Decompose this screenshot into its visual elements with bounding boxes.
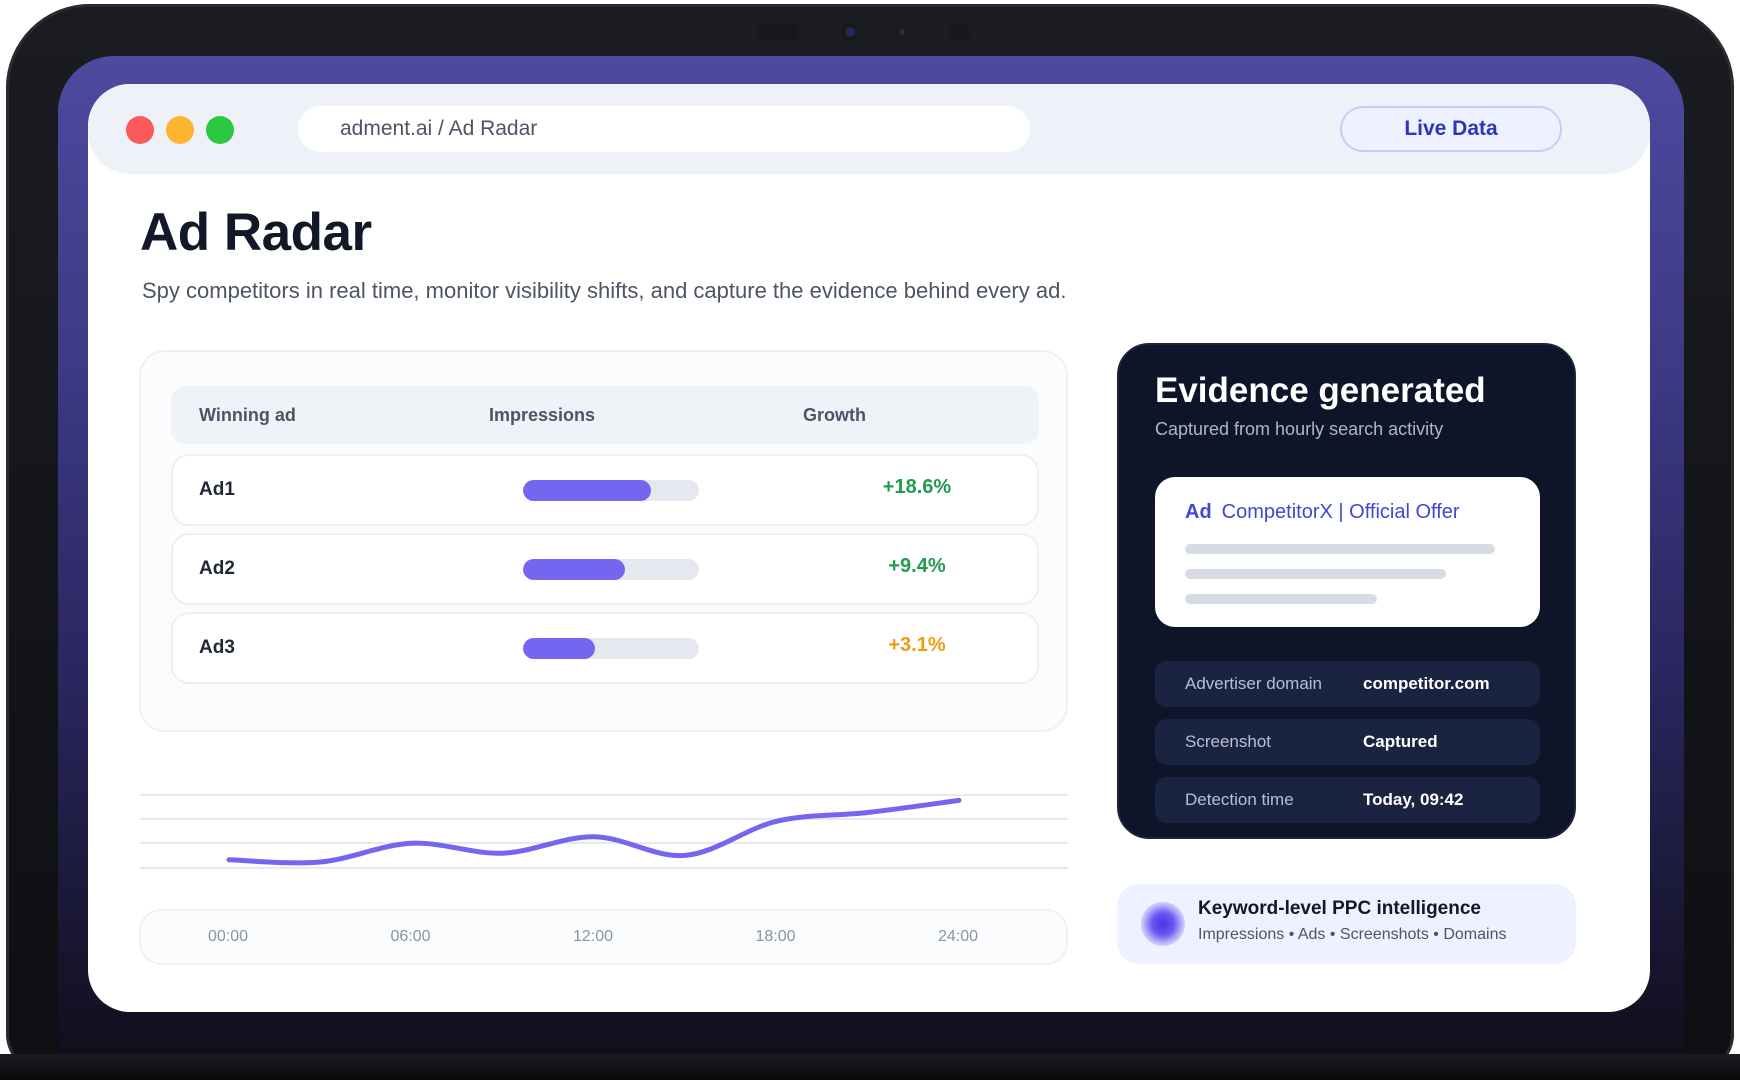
evidence-card: Evidence generated Captured from hourly … [1117, 343, 1576, 839]
ad-text-placeholder [1185, 569, 1446, 579]
series-line-0 [226, 797, 962, 866]
impressions-line-chart [140, 794, 1068, 869]
meta-row-advertiser-domain: Advertiser domain competitor.com [1155, 661, 1540, 707]
keyword-intelligence-pill: Keyword-level PPC intelligence Impressio… [1117, 884, 1576, 964]
growth-value: +3.1% [888, 634, 946, 656]
meta-value: Captured [1363, 732, 1438, 751]
table-header: Winning ad Impressions Growth [171, 386, 1039, 444]
sensor-pill [758, 23, 801, 41]
x-tick-label: 24:00 [937, 928, 979, 945]
x-tick-label: 12:00 [572, 928, 614, 945]
winning-ads-table: Winning ad Impressions Growth Ad1 +18.6%… [139, 350, 1068, 732]
camera-icon [844, 27, 855, 37]
ad-label: Ad2 [199, 558, 235, 579]
ad-headline: Ad CompetitorX | Official Offer [1185, 501, 1460, 524]
time-axis: 00:00 06:00 12:00 18:00 24:00 [139, 909, 1068, 965]
meta-key: Screenshot [1185, 732, 1271, 751]
table-row[interactable]: Ad2 +9.4% [171, 533, 1039, 605]
growth-value: +9.4% [888, 555, 946, 577]
maximize-window-button[interactable] [206, 116, 234, 144]
address-bar[interactable]: adment.ai / Ad Radar [298, 106, 1030, 152]
meta-value: Today, 09:42 [1363, 790, 1464, 809]
app-window: adment.ai / Ad Radar Live Data Ad Radar … [88, 84, 1650, 1012]
growth-value: +18.6% [882, 476, 952, 498]
meta-key: Advertiser domain [1185, 674, 1323, 693]
browser-toolbar: adment.ai / Ad Radar Live Data [88, 84, 1650, 174]
meta-row-screenshot: Screenshot Captured [1155, 719, 1540, 765]
meta-row-detection-time: Detection time Today, 09:42 [1155, 777, 1540, 823]
laptop-base [0, 1054, 1740, 1080]
impressions-bar [523, 559, 699, 580]
sensor-dot [899, 29, 906, 35]
column-header-ad: Winning ad [199, 405, 296, 425]
meta-value: competitor.com [1363, 674, 1490, 693]
evidence-title: Evidence generated [1155, 371, 1486, 410]
impressions-bar-fill [523, 638, 596, 659]
meta-key: Detection time [1185, 790, 1294, 809]
window-controls [126, 116, 234, 144]
keyword-subtitle: Impressions • Ads • Screenshots • Domain… [1198, 926, 1507, 943]
x-tick-label: 00:00 [207, 928, 249, 945]
live-data-button[interactable]: Live Data [1340, 106, 1562, 152]
impressions-bar [523, 638, 699, 659]
ad-tag: Ad [1185, 501, 1212, 523]
column-header-impressions: Impressions [489, 405, 596, 425]
minimize-window-button[interactable] [166, 116, 194, 144]
x-tick-label: 06:00 [390, 928, 431, 945]
evidence-subtitle: Captured from hourly search activity [1155, 419, 1444, 439]
impressions-bar-fill [523, 480, 652, 501]
camera-notch [736, 17, 992, 47]
ad-label: Ad3 [199, 637, 235, 658]
ad-text-placeholder [1185, 594, 1377, 604]
x-tick-label: 18:00 [755, 928, 796, 945]
table-row[interactable]: Ad1 +18.6% [171, 454, 1039, 526]
close-window-button[interactable] [126, 116, 154, 144]
keyword-title: Keyword-level PPC intelligence [1198, 898, 1481, 919]
ad-text-placeholder [1185, 544, 1495, 554]
ad-preview-card[interactable]: Ad CompetitorX | Official Offer [1155, 477, 1540, 627]
column-header-growth: Growth [803, 405, 866, 425]
impressions-bar [523, 480, 699, 501]
page-subtitle: Spy competitors in real time, monitor vi… [142, 278, 1067, 303]
sensor-pill-right [949, 23, 970, 41]
impressions-bar-fill [523, 559, 626, 580]
page-title: Ad Radar [140, 203, 372, 262]
radar-pulse-icon [1141, 902, 1185, 946]
ad-headline-text: CompetitorX | Official Offer [1221, 501, 1460, 523]
table-row[interactable]: Ad3 +3.1% [171, 612, 1039, 684]
ad-label: Ad1 [199, 479, 235, 500]
